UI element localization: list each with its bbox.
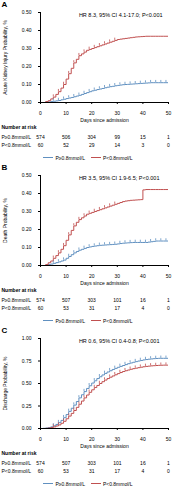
svg-text:303: 303 bbox=[88, 297, 97, 303]
svg-text:31: 31 bbox=[89, 468, 95, 474]
svg-text:P<0.8mmol/L: P<0.8mmol/L bbox=[2, 305, 32, 311]
svg-text:60: 60 bbox=[38, 468, 44, 474]
svg-text:0.50: 0.50 bbox=[22, 380, 32, 386]
svg-text:60: 60 bbox=[38, 142, 44, 148]
svg-text:0.40: 0.40 bbox=[22, 27, 32, 33]
svg-text:0.10: 0.10 bbox=[22, 81, 32, 87]
svg-text:99: 99 bbox=[115, 134, 121, 140]
html-text:P≥0.8mmol/L: P≥0.8mmol/L bbox=[55, 480, 85, 487]
svg-text:1: 1 bbox=[167, 297, 170, 303]
svg-text:101: 101 bbox=[113, 460, 122, 466]
svg-text:574: 574 bbox=[36, 134, 45, 140]
svg-text:16: 16 bbox=[140, 297, 146, 303]
svg-text:16: 16 bbox=[140, 460, 146, 466]
svg-text:Number at risk: Number at risk bbox=[2, 287, 37, 293]
svg-text:50: 50 bbox=[166, 110, 172, 116]
svg-text:HR 8.3, 95% CI 4.1-17.0; P<0.0: HR 8.3, 95% CI 4.1-17.0; P<0.001 bbox=[79, 12, 163, 18]
svg-text:HR 0.6, 95% CI 0.4-0.8; P<0.00: HR 0.6, 95% CI 0.4-0.8; P<0.001 bbox=[79, 338, 160, 344]
svg-text:14: 14 bbox=[115, 142, 121, 148]
svg-text:0.30: 0.30 bbox=[22, 45, 32, 51]
svg-text:20: 20 bbox=[89, 273, 95, 279]
html-text:P≥0.8mmol/L: P≥0.8mmol/L bbox=[55, 154, 85, 161]
svg-text:0.30: 0.30 bbox=[22, 208, 32, 214]
svg-text:0.20: 0.20 bbox=[22, 63, 32, 69]
svg-text:Days since admission: Days since admission bbox=[80, 443, 129, 449]
svg-text:0: 0 bbox=[167, 305, 170, 311]
svg-text:507: 507 bbox=[62, 297, 71, 303]
svg-text:P≥0.8mmol/L: P≥0.8mmol/L bbox=[2, 460, 32, 466]
svg-text:30: 30 bbox=[115, 273, 121, 279]
svg-text:50: 50 bbox=[166, 436, 172, 442]
svg-text:Death Probability, %: Death Probability, % bbox=[2, 197, 8, 242]
svg-text:0.10: 0.10 bbox=[22, 244, 32, 250]
svg-text:1: 1 bbox=[167, 460, 170, 466]
svg-text:Days since admission: Days since admission bbox=[80, 117, 129, 123]
svg-text:0.00: 0.00 bbox=[22, 99, 32, 105]
svg-text:10: 10 bbox=[63, 110, 69, 116]
svg-text:40: 40 bbox=[140, 110, 146, 116]
svg-text:30: 30 bbox=[115, 110, 121, 116]
svg-text:P≥0.8mmol/L: P≥0.8mmol/L bbox=[2, 134, 32, 140]
svg-text:17: 17 bbox=[115, 305, 121, 311]
svg-text:20: 20 bbox=[89, 436, 95, 442]
svg-text:506: 506 bbox=[62, 134, 71, 140]
svg-text:0: 0 bbox=[39, 273, 42, 279]
svg-text:10: 10 bbox=[63, 436, 69, 442]
svg-text:0.00: 0.00 bbox=[22, 262, 32, 268]
svg-text:A: A bbox=[2, 0, 8, 9]
svg-text:0: 0 bbox=[39, 436, 42, 442]
svg-text:574: 574 bbox=[36, 460, 45, 466]
svg-text:0.40: 0.40 bbox=[22, 190, 32, 196]
svg-text:53: 53 bbox=[63, 305, 69, 311]
svg-text:53: 53 bbox=[63, 468, 69, 474]
svg-text:0.50: 0.50 bbox=[22, 172, 32, 178]
svg-text:17: 17 bbox=[115, 468, 121, 474]
svg-text:0: 0 bbox=[39, 110, 42, 116]
svg-text:30: 30 bbox=[115, 436, 121, 442]
svg-text:303: 303 bbox=[88, 460, 97, 466]
svg-text:10: 10 bbox=[63, 273, 69, 279]
svg-text:507: 507 bbox=[62, 460, 71, 466]
svg-text:B: B bbox=[2, 163, 8, 172]
svg-text:0: 0 bbox=[167, 142, 170, 148]
svg-text:Number at risk: Number at risk bbox=[2, 124, 37, 130]
html-text:P<0.8mmol/L: P<0.8mmol/L bbox=[102, 317, 133, 324]
svg-text:0: 0 bbox=[167, 468, 170, 474]
svg-text:Discharge Probability, %: Discharge Probability, % bbox=[2, 356, 8, 411]
svg-text:1.00: 1.00 bbox=[22, 335, 32, 341]
html-text:P≥0.8mmol/L: P≥0.8mmol/L bbox=[55, 317, 85, 324]
svg-text:4: 4 bbox=[142, 305, 145, 311]
svg-text:304: 304 bbox=[88, 134, 97, 140]
svg-text:Acute Kidney Injury Probabilit: Acute Kidney Injury Probability, % bbox=[2, 20, 8, 95]
svg-text:574: 574 bbox=[36, 297, 45, 303]
svg-text:50: 50 bbox=[166, 273, 172, 279]
svg-text:P<0.8mmol/L: P<0.8mmol/L bbox=[2, 468, 32, 474]
svg-text:15: 15 bbox=[140, 134, 146, 140]
svg-text:Number at risk: Number at risk bbox=[2, 450, 37, 456]
svg-text:3: 3 bbox=[142, 142, 145, 148]
svg-text:C: C bbox=[2, 326, 8, 335]
svg-text:P≥0.8mmol/L: P≥0.8mmol/L bbox=[2, 297, 32, 303]
svg-text:0.25: 0.25 bbox=[22, 403, 32, 409]
html-text:P<0.8mmol/L: P<0.8mmol/L bbox=[102, 154, 133, 161]
svg-text:29: 29 bbox=[89, 142, 95, 148]
svg-text:1: 1 bbox=[167, 134, 170, 140]
svg-text:P<0.8mmol/L: P<0.8mmol/L bbox=[2, 142, 32, 148]
html-text:P<0.8mmol/L: P<0.8mmol/L bbox=[102, 480, 133, 487]
svg-text:20: 20 bbox=[89, 110, 95, 116]
svg-text:0.20: 0.20 bbox=[22, 226, 32, 232]
svg-text:HR 3.5, 95% CI 1.9-6.5; P<0.00: HR 3.5, 95% CI 1.9-6.5; P<0.001 bbox=[79, 175, 160, 181]
svg-text:40: 40 bbox=[140, 273, 146, 279]
svg-text:52: 52 bbox=[63, 142, 69, 148]
svg-text:0.50: 0.50 bbox=[22, 9, 32, 15]
svg-text:101: 101 bbox=[113, 297, 122, 303]
svg-text:0.75: 0.75 bbox=[22, 358, 32, 364]
svg-text:0.00: 0.00 bbox=[22, 425, 32, 431]
svg-text:31: 31 bbox=[89, 305, 95, 311]
svg-text:60: 60 bbox=[38, 305, 44, 311]
svg-text:40: 40 bbox=[140, 436, 146, 442]
svg-text:Days since admission: Days since admission bbox=[80, 280, 129, 286]
svg-text:4: 4 bbox=[142, 468, 145, 474]
